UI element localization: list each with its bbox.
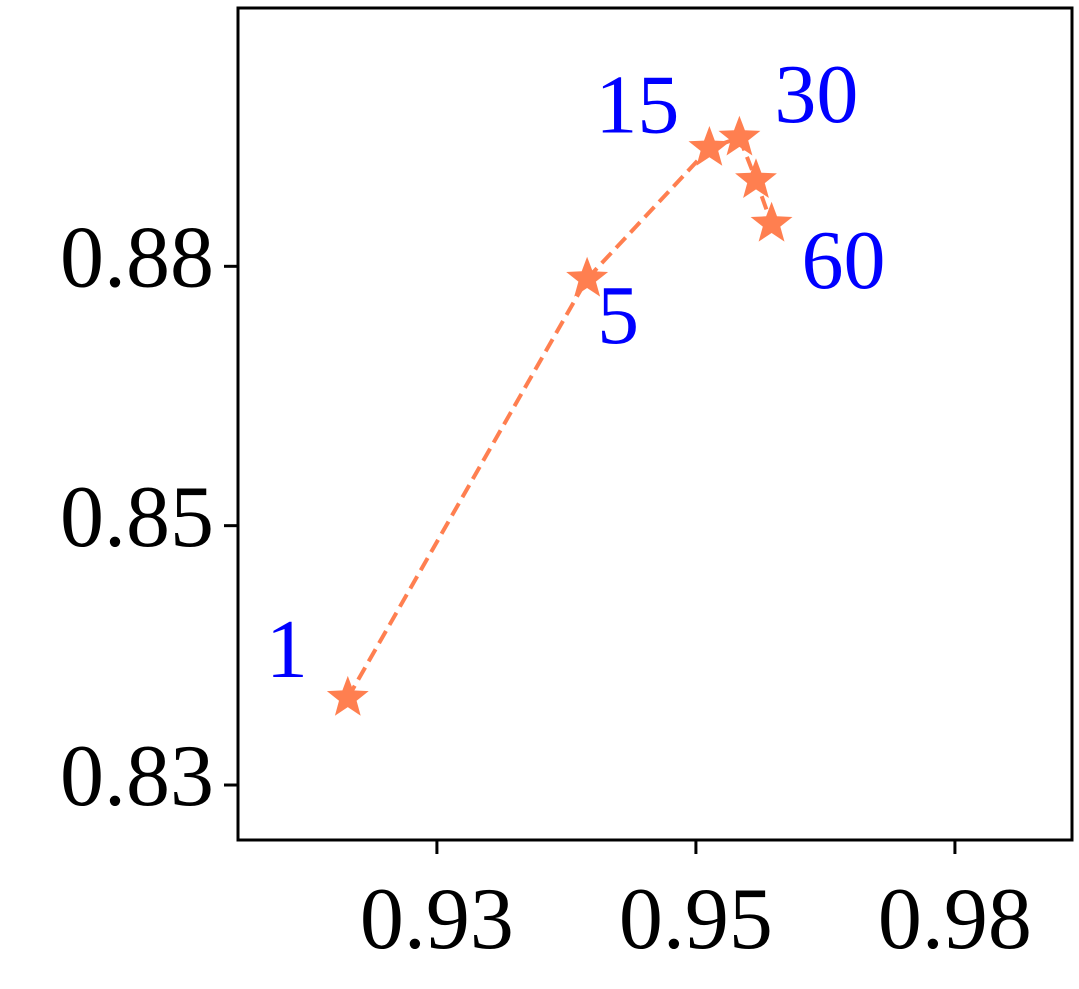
x-tick-label: 0.98	[878, 871, 1032, 968]
x-tick-label: 0.93	[360, 871, 514, 968]
point-label: 60	[802, 214, 886, 307]
point-label: 30	[774, 48, 858, 141]
y-tick-label: 0.83	[60, 728, 214, 825]
point-label: 15	[595, 58, 679, 151]
y-tick-label: 0.88	[60, 210, 214, 307]
x-tick-label: 0.95	[619, 871, 773, 968]
star-marker	[688, 126, 731, 166]
star-marker	[750, 201, 793, 242]
star-marker	[566, 256, 609, 297]
star-marker	[326, 675, 369, 716]
star-marker	[735, 158, 777, 198]
point-label: 5	[597, 269, 639, 362]
y-tick-label: 0.85	[60, 469, 214, 566]
point-label: 1	[266, 603, 308, 696]
series-line	[346, 135, 774, 699]
plot-frame	[236, 6, 1074, 842]
star-marker	[718, 115, 761, 156]
